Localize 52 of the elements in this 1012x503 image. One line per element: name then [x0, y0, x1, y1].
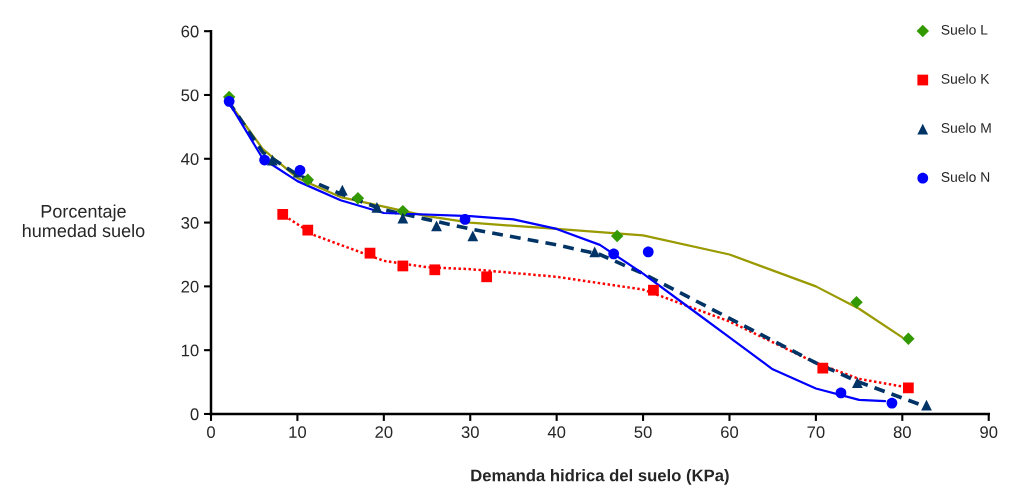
- y-axis-title: Porcentaje humedad suelo: [22, 204, 145, 238]
- x-axis-title: Demanda hidrica del suelo (KPa): [471, 469, 729, 485]
- x-tick-label: 0: [207, 426, 215, 439]
- point: [459, 214, 471, 225]
- point: [886, 397, 898, 409]
- point: [429, 264, 441, 276]
- point: [351, 192, 365, 205]
- point: [610, 229, 624, 243]
- x-tick-label: 10: [289, 426, 307, 439]
- y-tick-label: 10: [181, 344, 199, 357]
- legend-label: Suelo K: [941, 73, 990, 84]
- point: [336, 184, 348, 196]
- y-tick-label: 30: [181, 216, 199, 229]
- legend-label: Suelo N: [941, 171, 990, 182]
- point: [589, 246, 601, 258]
- point: [371, 201, 383, 213]
- point: [902, 382, 914, 394]
- legend-label: Suelo M: [941, 122, 991, 133]
- point: [467, 230, 479, 242]
- point: [397, 260, 409, 272]
- point: [481, 271, 493, 283]
- point: [852, 377, 863, 389]
- x-tick-label: 30: [461, 426, 479, 439]
- point: [608, 248, 620, 260]
- point: [396, 204, 410, 218]
- point: [301, 173, 314, 187]
- point: [364, 247, 376, 259]
- y-tick-label: 20: [181, 280, 199, 293]
- x-tick-label: 60: [721, 426, 739, 439]
- x-tick-label: 70: [807, 426, 825, 439]
- point: [648, 284, 659, 296]
- x-tick-label: 50: [634, 426, 652, 439]
- point: [259, 154, 270, 166]
- point: [302, 224, 314, 236]
- y-tick-label: 60: [181, 25, 199, 38]
- point: [850, 296, 863, 309]
- point: [902, 332, 915, 345]
- legend-label: Suelo L: [941, 24, 988, 35]
- point: [642, 246, 654, 258]
- y-tick-label: 40: [181, 153, 199, 165]
- point: [397, 212, 409, 224]
- point: [835, 387, 847, 399]
- x-tick-label: 90: [980, 426, 998, 439]
- y-tick-label: 0: [190, 408, 199, 421]
- x-tick-label: 80: [893, 426, 911, 439]
- x-tick-label: 40: [547, 426, 566, 439]
- point: [817, 362, 829, 374]
- point: [223, 95, 235, 107]
- point: [277, 208, 289, 220]
- point: [431, 220, 442, 232]
- y-tick-label: 50: [181, 89, 199, 102]
- x-tick-label: 20: [375, 426, 393, 439]
